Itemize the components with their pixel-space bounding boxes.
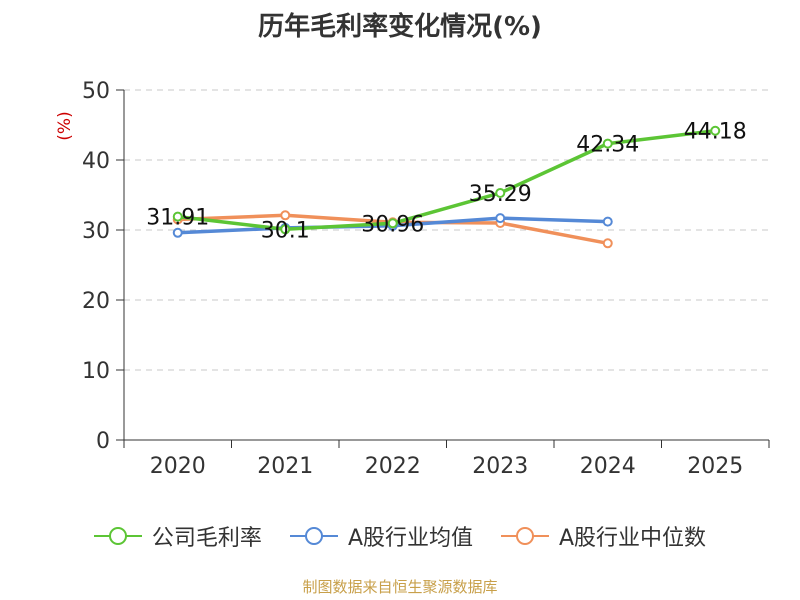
data-label: 30.1 [261, 218, 310, 243]
data-point [602, 216, 613, 227]
y-axis-label: (%) [55, 111, 75, 140]
x-tick-label: 2022 [365, 454, 421, 479]
data-point [280, 224, 291, 235]
y-tick-label: 0 [96, 429, 110, 454]
chart-title: 历年毛利率变化情况(%) [258, 12, 542, 42]
legend-swatch-icon [289, 527, 338, 545]
source-note: 制图数据来自恒生聚源数据库 [302, 578, 498, 596]
data-point [172, 211, 183, 222]
legend-label: A股行业中位数 [559, 526, 707, 551]
data-point [387, 218, 398, 229]
data-point [172, 227, 183, 238]
legend-label: A股行业均值 [347, 526, 473, 551]
data-label: 31.91 [146, 206, 209, 231]
data-point [602, 238, 613, 249]
y-tick-label: 20 [82, 289, 110, 314]
y-tick-label: 10 [82, 359, 110, 384]
legend-item-company[interactable]: 公司毛利率 [93, 520, 262, 552]
data-point [495, 213, 506, 224]
x-tick-label: 2020 [150, 454, 206, 479]
x-tick-label: 2021 [257, 454, 313, 479]
legend-swatch-icon [93, 527, 142, 545]
legend-label: 公司毛利率 [151, 526, 262, 551]
data-label: 35.29 [469, 182, 532, 207]
y-tick-label: 50 [82, 79, 110, 104]
y-tick-label: 40 [82, 149, 110, 174]
data-label: 44.18 [684, 120, 747, 145]
legend-item-industry-median[interactable]: A股行业中位数 [501, 520, 706, 552]
legend: 公司毛利率 A股行业均值 A股行业中位数 [0, 520, 800, 552]
x-tick-label: 2023 [472, 454, 528, 479]
legend-swatch-icon [501, 527, 549, 545]
data-point [280, 210, 291, 221]
data-point [602, 138, 613, 149]
x-tick-label: 2025 [687, 454, 743, 479]
x-tick-label: 2024 [580, 454, 636, 479]
data-point [495, 187, 506, 198]
data-label: 42.34 [576, 133, 639, 158]
series-line [177, 129, 716, 232]
legend-item-industry-mean[interactable]: A股行业均值 [289, 520, 473, 552]
data-point [710, 125, 721, 136]
y-tick-label: 30 [82, 219, 110, 244]
data-label: 30.96 [361, 212, 424, 237]
